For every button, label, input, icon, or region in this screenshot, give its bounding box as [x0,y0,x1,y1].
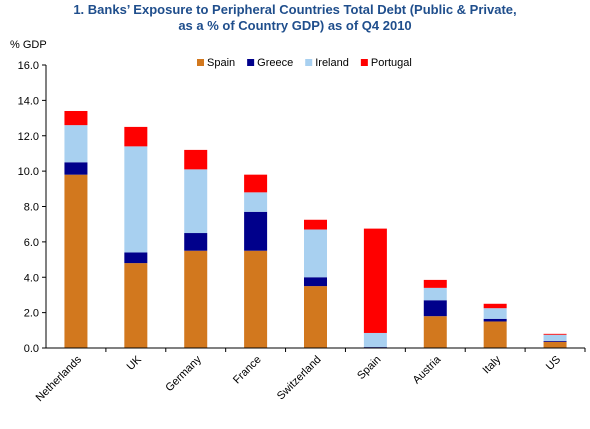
bar-segment-spain-france [244,250,268,348]
legend: Spain Greece Ireland Portugal [197,57,412,69]
x-tick-label: US [544,354,563,373]
bar-segment-portugal-austria [423,279,447,288]
bar-segment-spain-netherlands [64,174,88,348]
bar-segment-portugal-netherlands [64,110,88,126]
bar-segment-portugal-spain [363,228,387,333]
bar-segment-portugal-germany [184,149,208,170]
y-tick-label: 4.0 [24,272,39,284]
y-tick-label: 2.0 [24,308,39,320]
bar-segment-portugal-france [244,174,268,193]
bar-segment-portugal-switzerland [304,219,327,230]
y-tick-label: 12.0 [18,131,39,143]
y-axis-label: % GDP [10,39,47,51]
bar-segment-greece-france [244,211,268,251]
bar-segment-greece-germany [184,233,208,251]
bar-segment-ireland-germany [184,169,208,234]
bar-segment-ireland-switzerland [304,229,327,278]
bar-segment-portugal-us [543,333,567,335]
x-tick-label: Switzerland [275,354,324,403]
bar-segment-ireland-france [244,192,268,212]
bar-segment-ireland-netherlands [64,125,88,163]
bar-segment-ireland-spain [363,332,387,348]
bar-segment-spain-germany [184,250,208,348]
bar-segment-greece-austria [423,300,447,317]
bar-segment-spain-us [543,341,567,348]
bar-segment-ireland-italy [483,308,507,319]
bar-segment-spain-italy [483,321,507,348]
x-tick-label: France [231,354,264,387]
bar-segment-portugal-italy [483,303,507,309]
x-tick-label: Italy [481,353,504,376]
legend-swatch-spain [197,59,204,66]
legend-swatch-greece [247,59,255,66]
bar-segment-ireland-us [543,334,567,341]
y-axis: 0.0 2.0 4.0 6.0 8.0 10.0 12.0 14.0 16.0 [18,60,47,355]
y-tick-label: 8.0 [24,202,39,214]
y-tick-label: 0.0 [24,343,39,355]
bar-segment-spain-switzerland [304,286,327,348]
legend-label-greece: Greece [257,57,293,69]
legend-swatch-portugal [360,59,368,66]
legend-label-ireland: Ireland [315,57,349,69]
bars [64,110,567,348]
x-tick-label: Spain [355,354,383,382]
y-tick-label: 10.0 [18,166,39,178]
bar-segment-greece-netherlands [64,162,88,175]
bar-segment-greece-switzerland [304,277,327,287]
bar-segment-portugal-uk [124,126,148,147]
legend-label-spain: Spain [207,57,235,69]
bar-segment-spain-austria [423,316,447,348]
bar-segment-ireland-uk [124,146,148,253]
x-tick-label: Netherlands [34,353,85,404]
chart-title-line2: as a % of Country GDP) as of Q4 2010 [178,18,412,33]
chart-title: 1. Banks’ Exposure to Peripheral Countri… [0,2,590,34]
bar-segment-greece-italy [483,318,507,322]
bar-segment-spain-uk [124,263,148,348]
y-tick-label: 16.0 [18,60,39,72]
chart-title-line1: 1. Banks’ Exposure to Peripheral Countri… [73,2,517,17]
bar-segment-ireland-austria [423,287,447,301]
bar-segment-greece-us [543,340,567,342]
x-tick-label: Austria [411,353,444,386]
bar-segment-greece-uk [124,252,148,264]
x-tick-label: UK [125,353,145,373]
legend-label-portugal: Portugal [371,57,412,69]
y-tick-label: 6.0 [24,237,39,249]
x-tick-label: Germany [163,353,204,394]
legend-swatch-ireland [305,59,313,66]
x-axis: Netherlands UK Germany France Switzerland Spa… [34,347,586,404]
y-tick-label: 14.0 [18,95,39,107]
